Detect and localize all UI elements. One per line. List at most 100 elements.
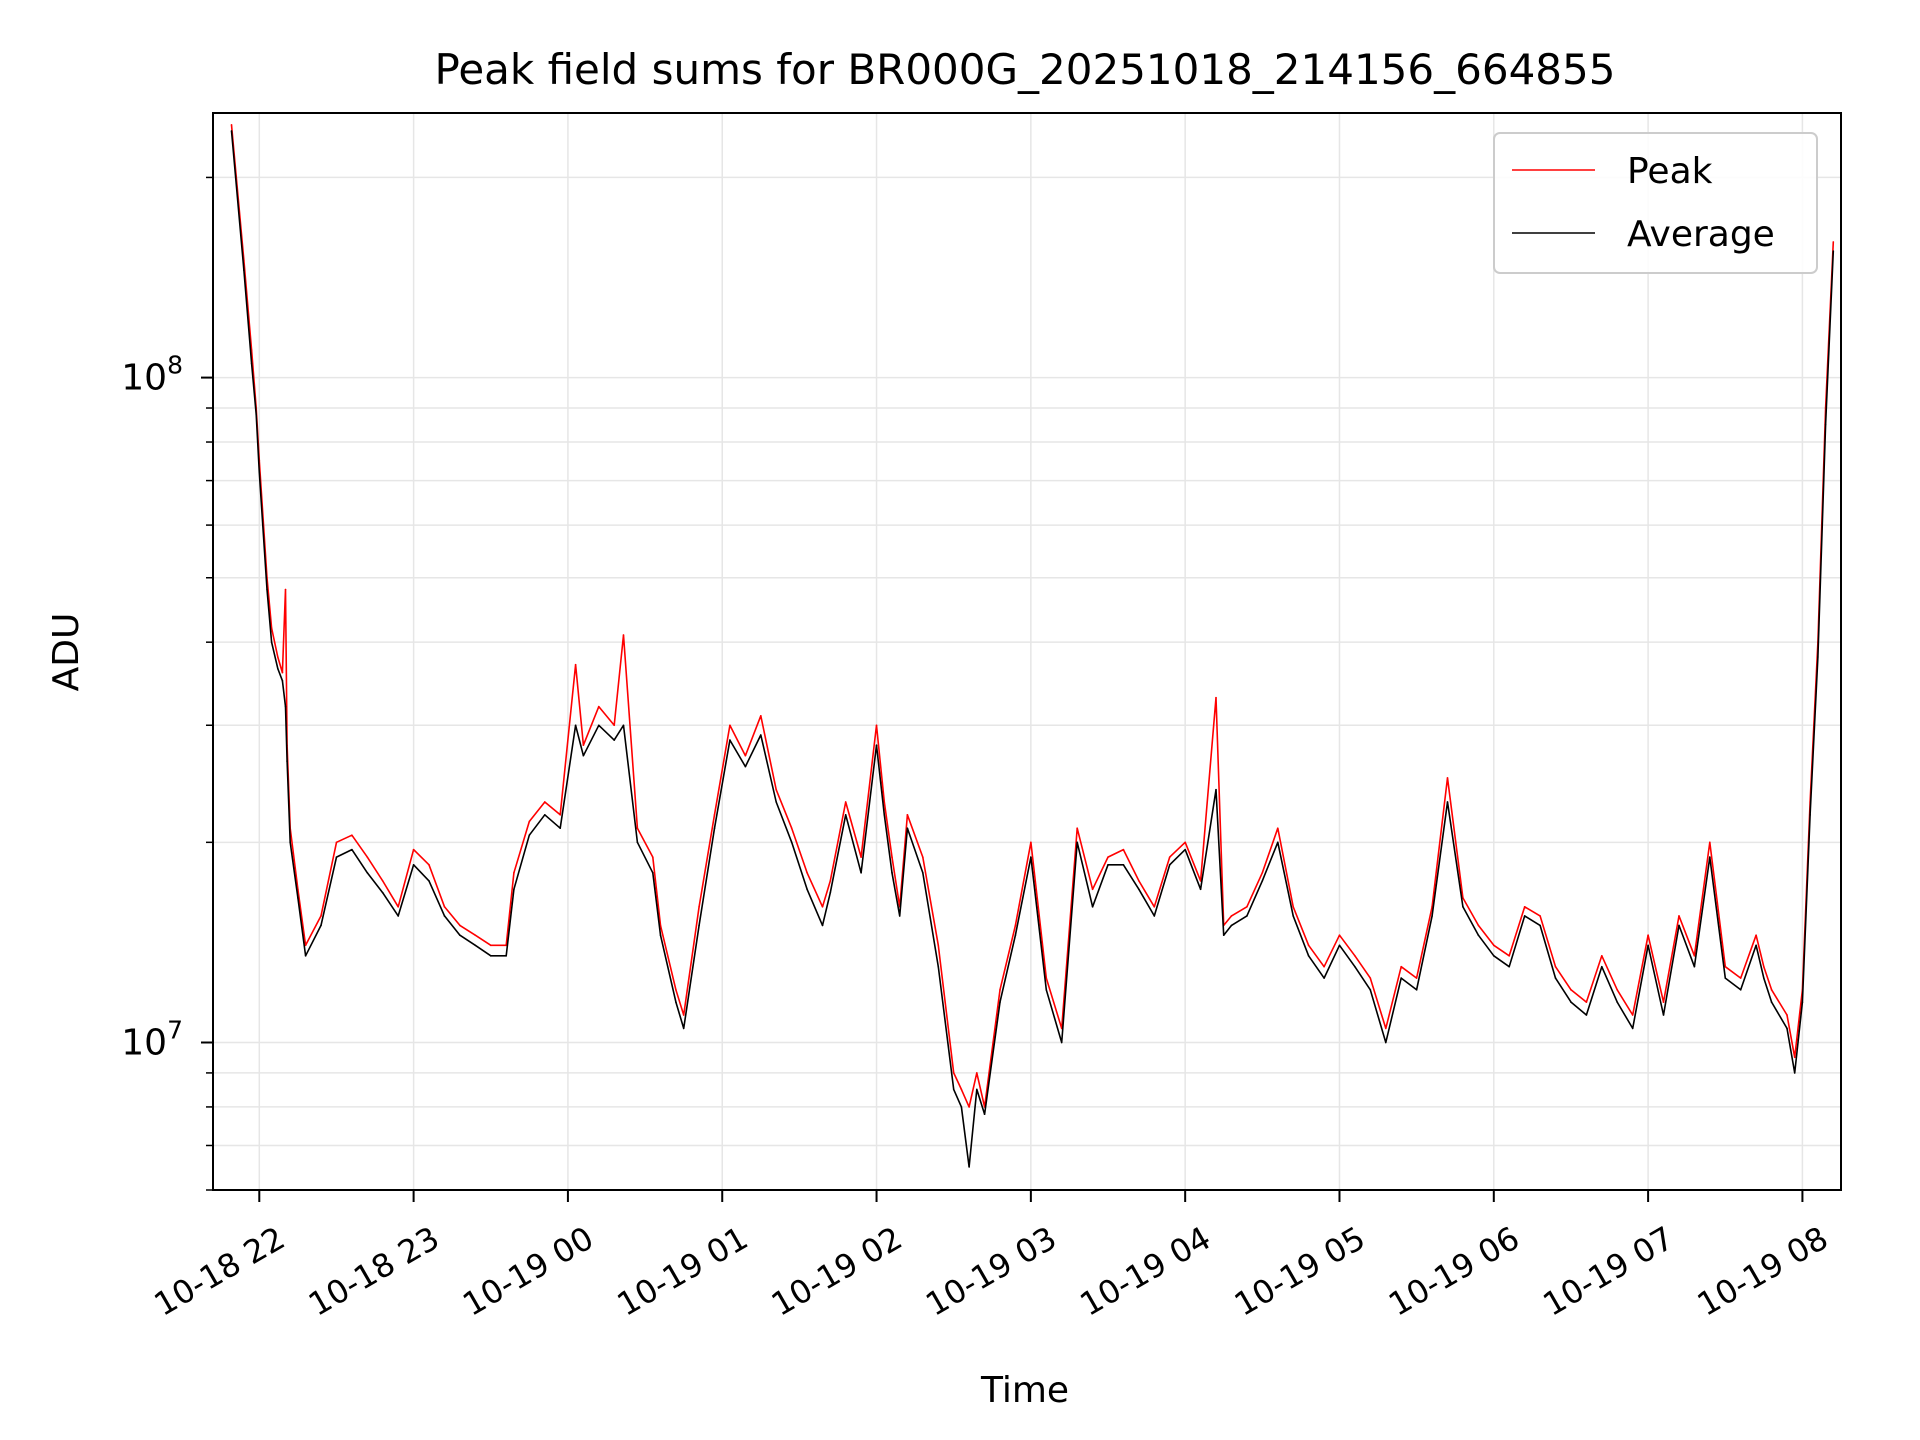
data-point-average: [1122, 864, 1125, 866]
y-tick-label-base: 10: [121, 358, 167, 399]
data-point-peak: [489, 944, 492, 947]
data-point-average: [428, 880, 430, 882]
data-point-peak: [443, 905, 446, 908]
data-point-peak: [999, 989, 1001, 991]
data-point-peak: [281, 671, 284, 674]
data-point-peak: [1091, 888, 1094, 891]
data-point-average: [806, 888, 808, 891]
data-point-average: [1307, 955, 1310, 957]
data-point-peak: [1662, 1001, 1665, 1003]
data-point-average: [528, 834, 531, 837]
data-point-peak: [952, 1072, 955, 1074]
data-point-average: [1554, 977, 1557, 979]
plot-frame: [212, 112, 1842, 1191]
data-point-average: [459, 934, 461, 936]
data-point-average: [412, 864, 415, 866]
data-point-peak: [1215, 696, 1217, 699]
data-point-peak: [891, 856, 893, 858]
data-point-average: [713, 827, 716, 830]
data-point-average: [304, 955, 307, 957]
data-point-peak: [1446, 777, 1449, 779]
data-point-peak: [1199, 880, 1202, 882]
data-point-average: [289, 841, 291, 844]
data-point-peak: [976, 1072, 978, 1074]
data-point-average: [1824, 423, 1827, 426]
data-point-average: [381, 891, 384, 894]
data-point-peak: [1585, 1001, 1588, 1003]
data-point-average: [366, 871, 369, 874]
data-point-average: [1199, 888, 1202, 891]
y-axis: 10 7 108: [121, 176, 213, 1191]
data-point-average: [297, 897, 299, 899]
data-point-peak: [1770, 989, 1773, 991]
data-point-peak: [1292, 905, 1294, 908]
data-point-average: [1809, 814, 1811, 816]
data-point-peak: [622, 634, 625, 636]
data-point-average: [1230, 924, 1233, 927]
data-point-average: [682, 1027, 685, 1030]
data-point-peak: [1030, 841, 1032, 844]
data-point-average: [860, 871, 862, 874]
data-point-peak: [1647, 934, 1649, 936]
data-point-average: [775, 801, 778, 803]
data-point-average: [1631, 1027, 1634, 1030]
data-point-peak: [744, 754, 747, 757]
data-point-average: [1786, 1027, 1788, 1030]
data-point-peak: [844, 801, 847, 803]
data-point-average: [1107, 864, 1109, 866]
data-point-peak: [1323, 965, 1325, 968]
data-point-average: [1292, 915, 1294, 917]
data-point-average: [968, 1166, 970, 1168]
data-point-average: [559, 827, 562, 830]
data-point-peak: [675, 989, 677, 991]
data-point-average: [284, 705, 287, 708]
data-point-peak: [1678, 915, 1680, 917]
data-point-peak: [1014, 924, 1017, 927]
data-point-average: [320, 924, 322, 927]
data-point-average: [505, 955, 507, 957]
data-point-peak: [1307, 944, 1310, 947]
data-point-peak: [1570, 989, 1572, 991]
data-point-average: [1801, 1001, 1804, 1003]
data-point-peak: [1338, 934, 1341, 936]
data-point-peak: [459, 924, 461, 927]
data-point-peak: [729, 724, 731, 727]
data-point-peak: [1616, 989, 1619, 991]
data-point-peak: [613, 724, 616, 727]
y-tick-label-exponent: 7: [167, 1015, 183, 1044]
data-point-average: [597, 724, 600, 727]
data-point-peak: [335, 841, 338, 844]
data-point-average: [1492, 955, 1495, 957]
data-point-average: [675, 1001, 677, 1003]
data-point-average: [891, 871, 893, 874]
y-axis-label: ADU: [46, 613, 87, 692]
data-point-average: [1832, 250, 1835, 252]
data-point-peak: [1786, 1014, 1788, 1016]
data-point-peak: [1477, 924, 1480, 927]
data-point-average: [281, 679, 284, 682]
data-point-peak: [775, 788, 778, 791]
data-point-average: [1724, 977, 1727, 979]
data-point-peak: [1276, 827, 1279, 830]
data-point-peak: [922, 856, 924, 858]
data-point-peak: [366, 856, 369, 858]
data-point-average: [1400, 977, 1403, 979]
data-point-peak: [968, 1106, 970, 1108]
data-point-average: [1616, 1001, 1619, 1003]
y-tick-label: 108: [121, 351, 183, 399]
series-layer: [230, 123, 1835, 1168]
data-point-average: [1817, 656, 1819, 658]
data-point-average: [1763, 977, 1765, 979]
data-point-peak: [1724, 965, 1727, 968]
data-point-peak: [636, 827, 639, 830]
data-point-average: [1770, 1001, 1773, 1003]
data-point-average: [651, 871, 654, 874]
data-point-peak: [1076, 827, 1078, 830]
data-point-peak: [1431, 905, 1433, 908]
data-point-peak: [713, 814, 716, 816]
data-point-average: [1091, 905, 1094, 908]
data-point-peak: [821, 905, 824, 908]
data-point-peak: [582, 744, 585, 746]
data-point-peak: [1693, 955, 1696, 957]
data-point-average: [952, 1088, 955, 1091]
